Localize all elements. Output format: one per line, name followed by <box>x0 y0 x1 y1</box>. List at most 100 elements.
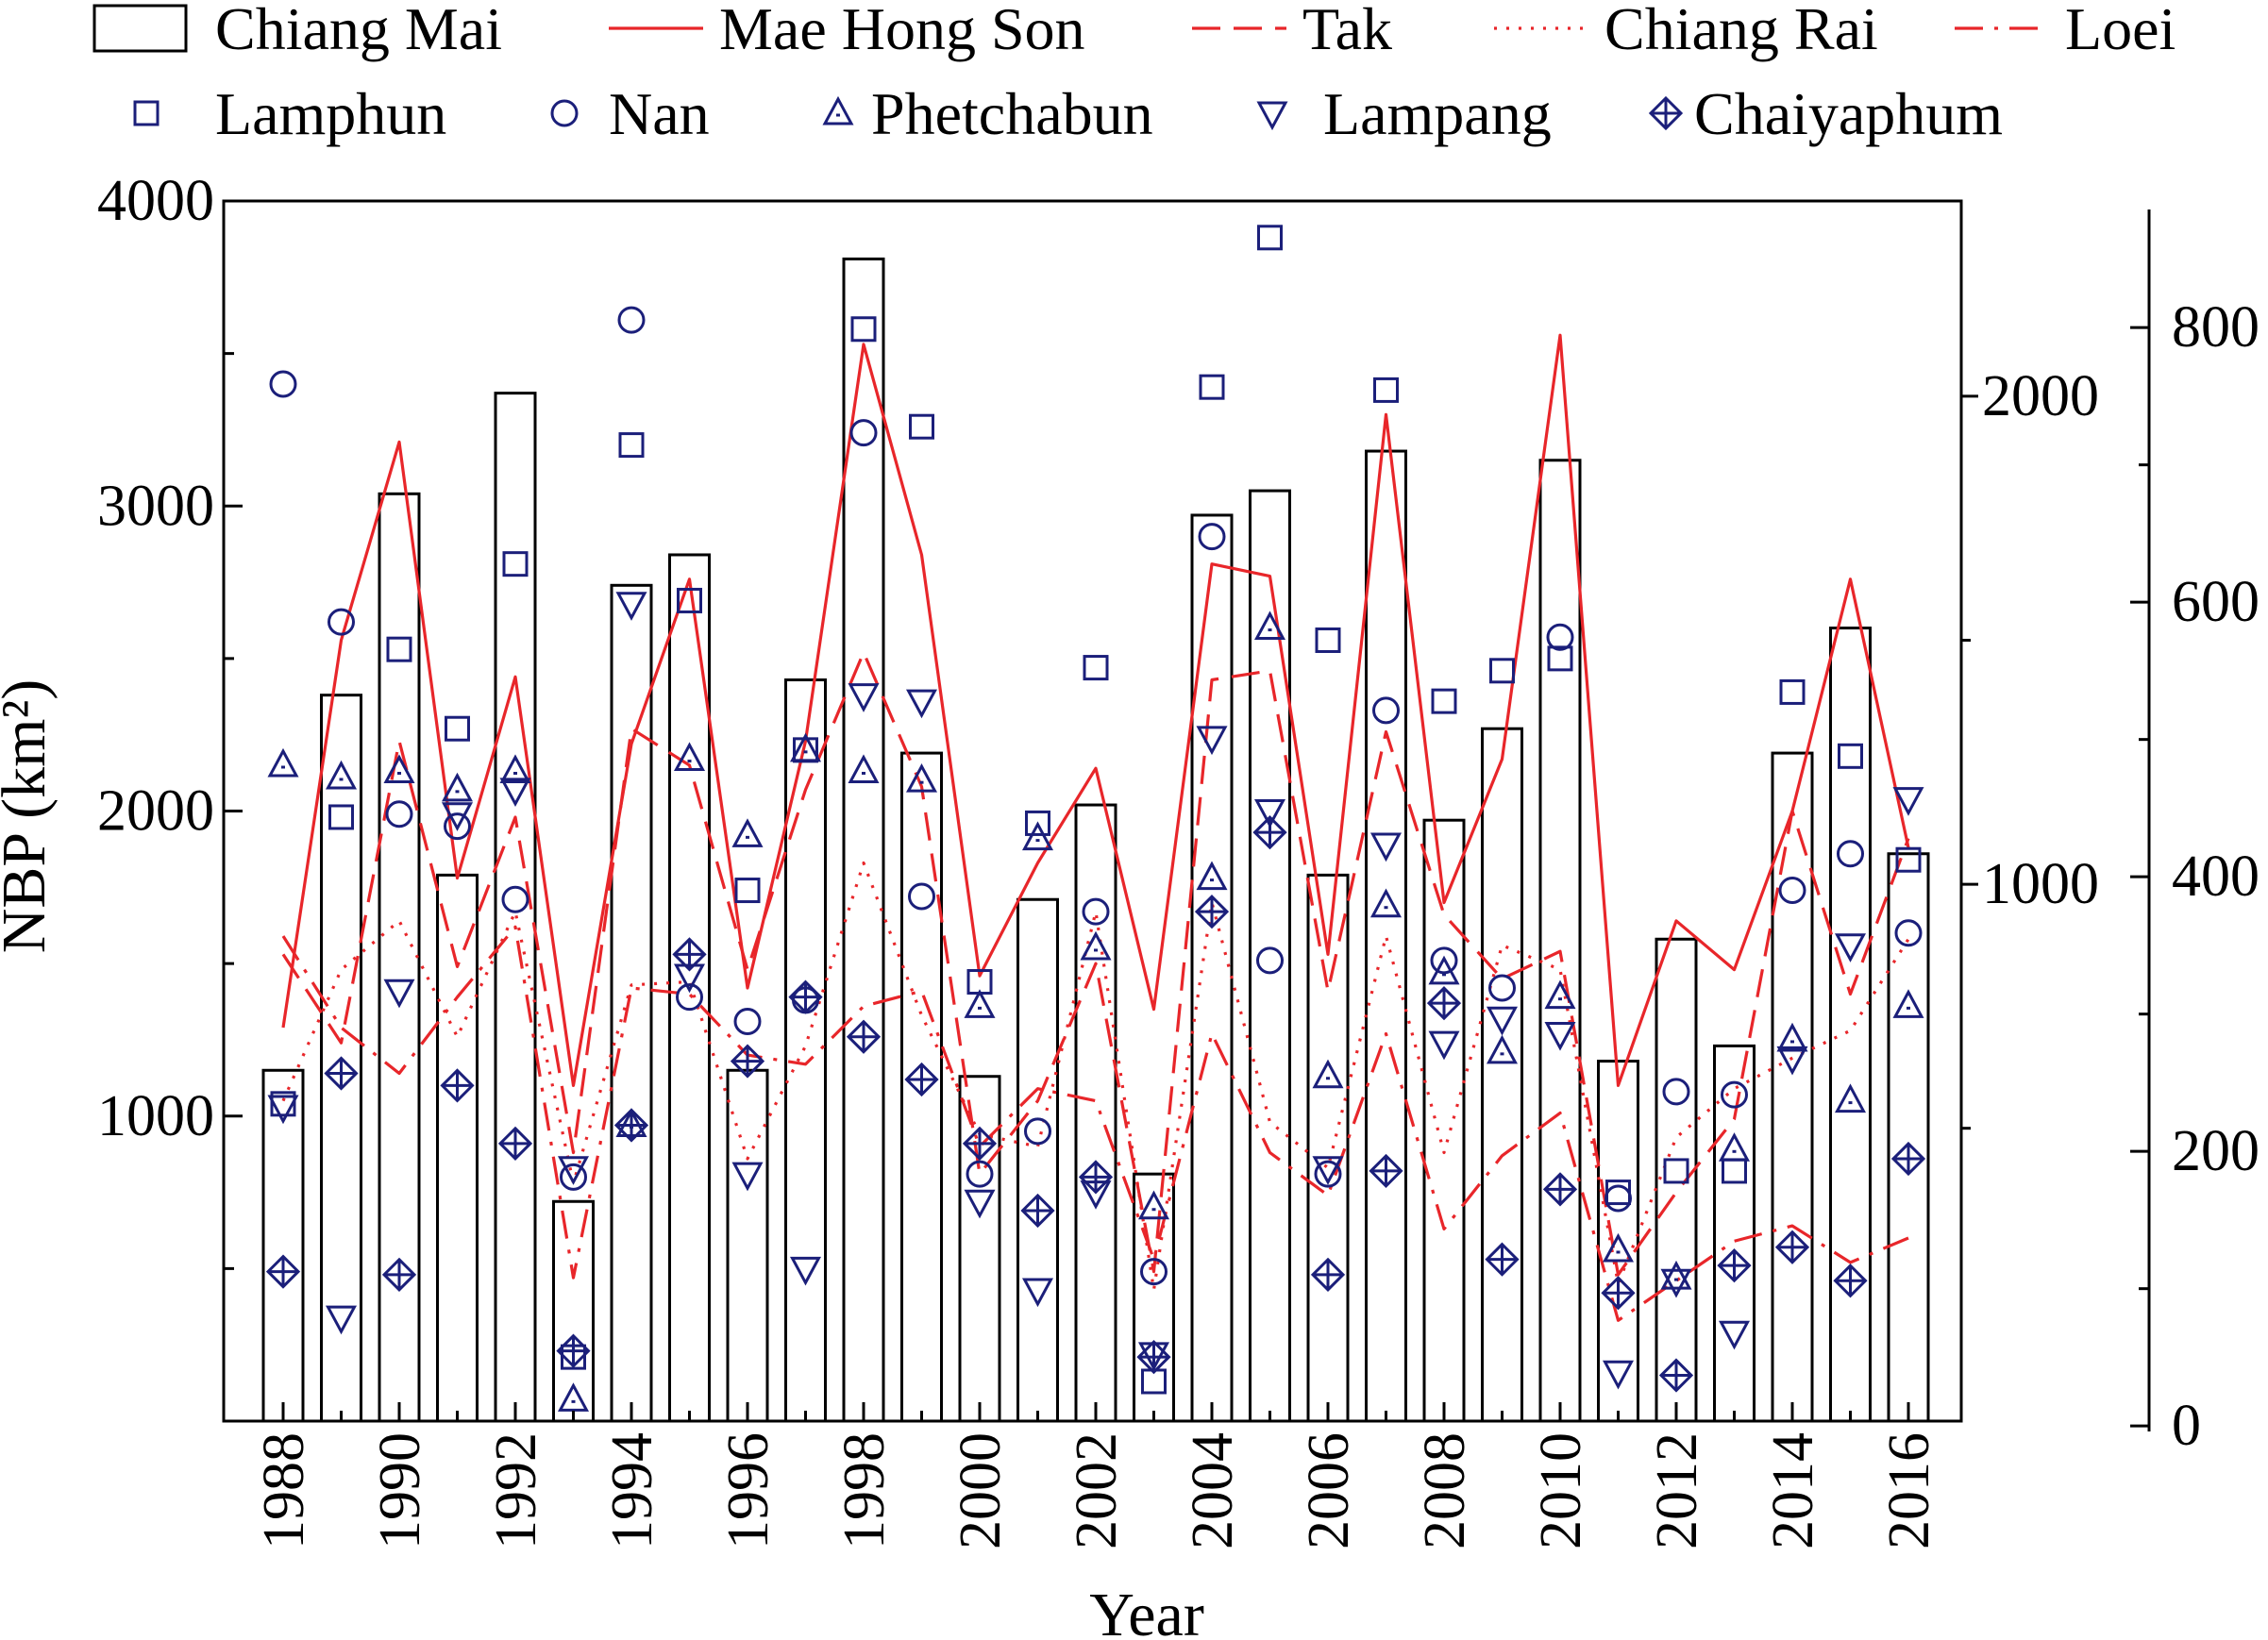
point-chaiyaphum-1997 <box>788 979 823 1014</box>
point-chaiyaphum-2013 <box>1717 1248 1752 1283</box>
point-nan-2007 <box>1372 696 1400 725</box>
point-lamphun-2012 <box>1663 1158 1689 1184</box>
legend-item-chiang-mai: Chiang Mai <box>92 0 502 62</box>
legend-item-chaiyaphum: Chaiyaphum <box>1648 80 2003 147</box>
point-lamphun-2016 <box>1895 846 1922 873</box>
legend-item-tak: Tak <box>1192 0 1392 62</box>
point-lampang-2004 <box>1196 726 1228 756</box>
x-tick-label-2016: 2016 <box>1877 1432 1941 1549</box>
point-nan-1989 <box>328 608 355 636</box>
point-phetchabun-1998 <box>848 754 880 783</box>
point-lampang-1997 <box>789 1256 822 1286</box>
point-phetchabun-2013 <box>1718 1132 1751 1162</box>
bar-chiang-mai-2013 <box>1713 1044 1756 1423</box>
legend-label: Mae Hong Son <box>719 0 1085 62</box>
point-nan-2008 <box>1430 946 1458 975</box>
point-lampang-2014 <box>1776 1046 1808 1076</box>
point-phetchabun-1995 <box>673 742 706 772</box>
legend-marker-lamphun <box>133 100 160 126</box>
point-nan-1998 <box>849 419 878 447</box>
point-phetchabun-2010 <box>1544 979 1576 1010</box>
x-tick-label-2004: 2004 <box>1181 1432 1245 1549</box>
point-lamphun-2014 <box>1779 678 1806 705</box>
legend-label: Phetchabun <box>871 80 1153 147</box>
legend-label: Tak <box>1302 0 1392 62</box>
bar-chiang-mai-2009 <box>1481 727 1523 1423</box>
point-nan-2002 <box>1082 897 1110 926</box>
point-chaiyaphum-1992 <box>497 1126 533 1161</box>
series-markers <box>265 225 1926 1412</box>
x-tick-label-2000: 2000 <box>949 1432 1013 1549</box>
point-phetchabun-2002 <box>1080 930 1112 961</box>
point-chaiyaphum-1998 <box>846 1019 882 1054</box>
point-nan-2004 <box>1198 523 1226 551</box>
point-nan-1992 <box>501 885 529 913</box>
bar-chiang-mai-2004 <box>1190 513 1234 1423</box>
x-tick-label-2010: 2010 <box>1529 1432 1593 1549</box>
point-lampang-1993 <box>557 1156 590 1185</box>
point-lampang-1990 <box>383 979 415 1009</box>
point-nan-2016 <box>1894 919 1923 947</box>
x-tick-label-2008: 2008 <box>1413 1432 1477 1549</box>
y-axis-title: NBP (km²) <box>0 679 59 954</box>
point-phetchabun-2001 <box>1021 821 1054 851</box>
point-phetchabun-1993 <box>557 1382 590 1412</box>
point-nan-2012 <box>1662 1078 1690 1106</box>
point-phetchabun-2000 <box>964 989 996 1018</box>
point-nan-1988 <box>269 370 297 398</box>
point-chaiyaphum-1993 <box>556 1333 591 1368</box>
legend-item-phetchabun: Phetchabun <box>822 80 1153 147</box>
point-lampang-1994 <box>615 592 647 621</box>
plot-frame <box>222 199 1963 1423</box>
right-outer-tick-label-800: 800 <box>2172 295 2260 360</box>
x-tick-label-2014: 2014 <box>1761 1432 1825 1549</box>
point-phetchabun-1997 <box>789 732 822 762</box>
point-lamphun-2004 <box>1199 374 1225 400</box>
point-lamphun-2008 <box>1431 688 1457 714</box>
x-tick-label-1992: 1992 <box>484 1432 548 1549</box>
point-lampang-2007 <box>1369 832 1403 862</box>
point-chaiyaphum-2009 <box>1485 1242 1520 1277</box>
point-chaiyaphum-1990 <box>381 1257 417 1292</box>
bar-chiang-mai-2003 <box>1133 1172 1175 1423</box>
x-tick-label-1994: 1994 <box>600 1432 664 1549</box>
right-inner-tick-label-1000: 1000 <box>1982 852 2099 916</box>
point-chaiyaphum-1995 <box>672 937 707 972</box>
legend-item-loei: Loei <box>1955 0 2176 62</box>
point-chaiyaphum-2016 <box>1890 1141 1926 1177</box>
right-outer-tick-label-600: 600 <box>2172 570 2260 634</box>
point-phetchabun-1999 <box>905 763 938 793</box>
point-chaiyaphum-1996 <box>730 1044 765 1079</box>
point-phetchabun-1992 <box>499 754 531 783</box>
series-lines <box>281 333 1910 1322</box>
point-phetchabun-2003 <box>1137 1190 1170 1220</box>
line-chiang-rai <box>281 861 1910 1292</box>
point-phetchabun-1989 <box>325 760 358 790</box>
point-chaiyaphum-1994 <box>613 1108 649 1143</box>
point-lamphun-2011 <box>1605 1180 1631 1206</box>
point-nan-2010 <box>1546 623 1574 651</box>
legend-marker-nan <box>550 99 579 127</box>
point-phetchabun-2016 <box>1892 989 1924 1018</box>
point-chaiyaphum-2002 <box>1078 1160 1114 1195</box>
point-lamphun-1989 <box>328 804 354 830</box>
point-phetchabun-2008 <box>1428 955 1460 985</box>
bar-chiang-mai-2001 <box>1016 897 1059 1423</box>
point-nan-2006 <box>1314 1160 1342 1188</box>
point-phetchabun-2004 <box>1196 861 1228 891</box>
point-lamphun-1991 <box>445 715 470 742</box>
point-lampang-2016 <box>1892 787 1924 816</box>
point-chaiyaphum-2004 <box>1194 895 1230 929</box>
point-lampang-1991 <box>441 802 474 831</box>
point-chaiyaphum-2011 <box>1601 1276 1636 1311</box>
point-lampang-2006 <box>1312 1156 1344 1185</box>
x-axis-title: Year <box>1089 1581 1204 1640</box>
point-nan-2013 <box>1721 1080 1748 1109</box>
point-lamphun-2009 <box>1489 658 1515 684</box>
point-lamphun-2005 <box>1257 225 1283 251</box>
point-nan-2000 <box>966 1160 994 1188</box>
point-lampang-1992 <box>499 778 531 808</box>
point-phetchabun-1996 <box>731 818 764 847</box>
point-lamphun-2001 <box>1025 810 1050 836</box>
